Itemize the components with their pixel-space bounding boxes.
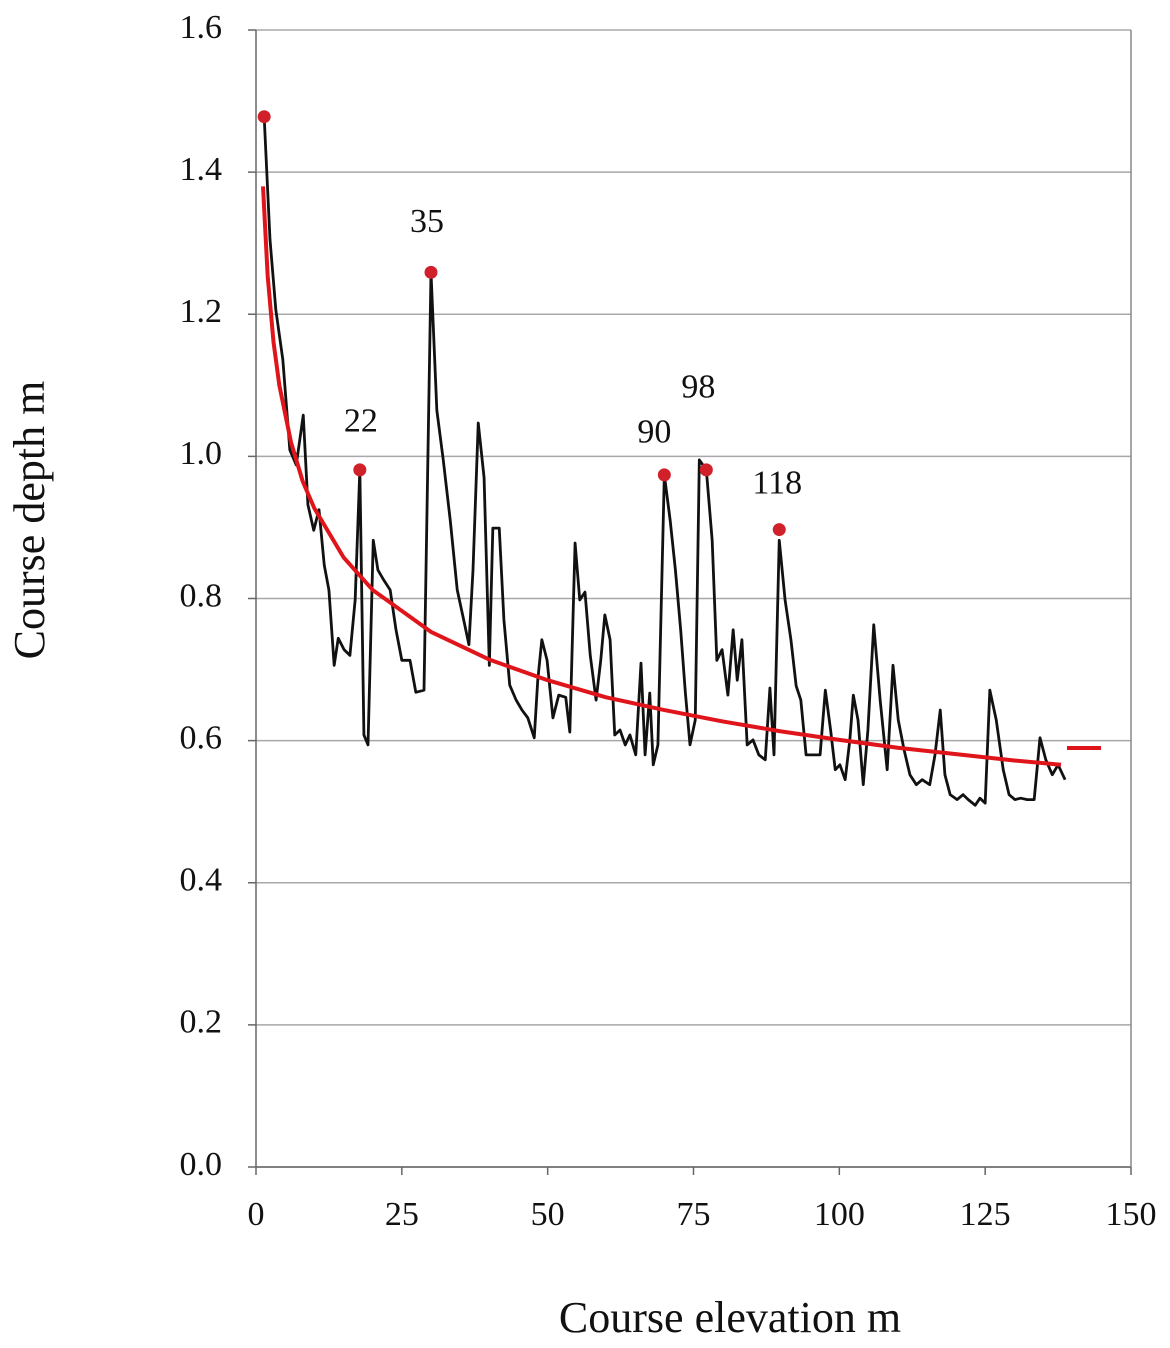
y-tick-label: 0.6	[180, 719, 223, 756]
peak-label: 90	[637, 414, 671, 451]
y-tick-label: 1.6	[180, 9, 223, 46]
x-tick-label: 25	[385, 1196, 419, 1233]
y-tick-label: 0.8	[180, 577, 223, 614]
x-tick-label: 50	[531, 1196, 565, 1233]
peak-label: 22	[344, 403, 378, 440]
y-tick-label: 1.4	[180, 151, 223, 188]
x-tick-label: 0	[248, 1196, 265, 1233]
x-tick-label: 75	[677, 1196, 711, 1233]
series-line	[261, 186, 1062, 767]
series-line	[262, 116, 1067, 807]
peak-marker	[772, 523, 786, 537]
peak-label: 35	[410, 203, 444, 240]
y-tick-label: 0.4	[180, 862, 223, 899]
peak-marker	[257, 110, 271, 124]
y-tick-label: 0.0	[180, 1146, 223, 1183]
y-tick-label: 1.2	[180, 293, 223, 330]
x-tick-label: 100	[814, 1196, 865, 1233]
peak-label: 98	[681, 369, 715, 406]
y-tick-label: 1.0	[180, 435, 223, 472]
x-tick-label: 150	[1106, 1196, 1157, 1233]
peak-marker	[424, 265, 438, 279]
y-tick-label: 0.2	[180, 1004, 223, 1041]
peak-marker	[657, 468, 671, 482]
x-tick-label: 125	[960, 1196, 1011, 1233]
peak-marker	[699, 463, 713, 477]
y-axis-title: Course depth m	[5, 381, 54, 660]
peak-marker	[353, 463, 367, 477]
x-axis-title: Course elevation m	[559, 1293, 901, 1342]
peak-label: 118	[752, 464, 802, 501]
